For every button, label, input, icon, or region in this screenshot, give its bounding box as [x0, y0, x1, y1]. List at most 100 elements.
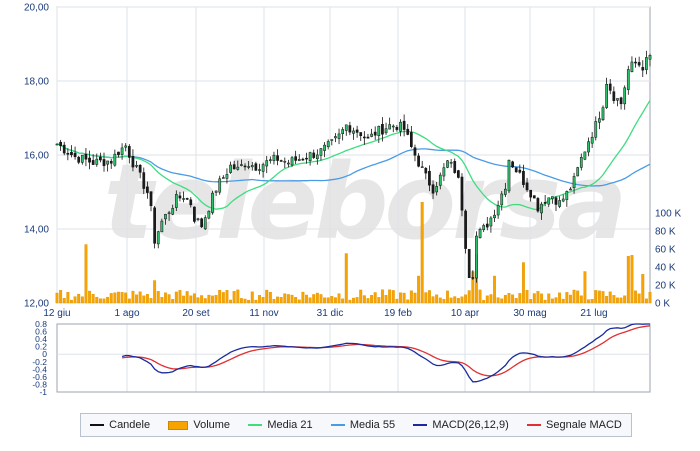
- candle-body: [294, 156, 297, 161]
- candle-body: [634, 61, 637, 64]
- volume-bar: [189, 295, 193, 304]
- volume-bar: [239, 298, 243, 304]
- candle-body: [598, 118, 601, 123]
- candle-body: [174, 194, 178, 208]
- volume-bar: [373, 292, 377, 304]
- volume-bar: [95, 296, 99, 304]
- legend-item: Media 21: [248, 419, 313, 431]
- macd-tick-label: -0.4: [32, 364, 47, 374]
- candle-body: [648, 55, 652, 60]
- volume-bar: [308, 297, 312, 304]
- candle-body: [594, 121, 598, 138]
- candle-body: [619, 97, 623, 105]
- volume-bar: [572, 289, 576, 304]
- candle-body: [70, 151, 73, 156]
- candle-body: [283, 160, 287, 163]
- candle-body: [572, 176, 576, 188]
- volume-bar: [279, 297, 283, 304]
- x-tick-label: 21 lug: [580, 308, 607, 319]
- volume-bar: [377, 297, 381, 304]
- volume-bar: [431, 296, 435, 304]
- candle-body: [88, 157, 91, 163]
- candle-body: [218, 178, 222, 193]
- candle-body: [438, 174, 442, 186]
- candle-body: [214, 190, 218, 193]
- candle-body: [453, 161, 457, 173]
- volume-bar: [211, 295, 214, 304]
- volume-bar: [319, 294, 323, 304]
- volume-bar: [558, 292, 562, 304]
- legend-swatch: [330, 424, 345, 426]
- candle-body: [55, 143, 59, 146]
- legend-swatch: [527, 424, 542, 426]
- candle-body: [207, 210, 211, 219]
- candle-body: [366, 136, 370, 139]
- volume-bar: [84, 244, 88, 304]
- volume-bar: [333, 297, 337, 304]
- volume-bar: [182, 295, 186, 304]
- candle-body: [507, 159, 511, 192]
- x-tick-label: 10 apr: [451, 308, 480, 319]
- candle-body: [504, 188, 507, 195]
- candle-body: [156, 231, 160, 245]
- legend-label: Segnale MACD: [546, 419, 622, 431]
- volume-bar: [536, 291, 540, 304]
- volume-bar: [178, 290, 182, 304]
- candle-body: [579, 157, 583, 168]
- volume-bar: [323, 297, 327, 304]
- candle-body: [359, 132, 363, 137]
- candle-body: [626, 69, 630, 90]
- macd-tick-label: 0: [42, 349, 47, 359]
- candle-body: [196, 218, 200, 221]
- volume-bar: [388, 289, 392, 304]
- candle-body: [381, 123, 384, 135]
- volume-bar: [518, 293, 522, 304]
- volume-bar: [446, 290, 449, 304]
- candle-body: [315, 154, 319, 160]
- volume-bar: [120, 292, 124, 304]
- candle-body: [399, 121, 402, 132]
- volume-bar: [406, 299, 410, 304]
- volume-bar: [507, 293, 511, 304]
- volume-bar: [420, 202, 424, 304]
- volume-bar: [569, 294, 572, 304]
- candle-body: [413, 147, 417, 156]
- volume-bar: [149, 298, 153, 304]
- volume-bar: [124, 292, 128, 304]
- volume-bar: [135, 294, 138, 304]
- volume-bar: [554, 297, 558, 304]
- candle-body: [171, 208, 175, 215]
- volume-bar: [543, 299, 547, 304]
- volume-bar: [294, 297, 298, 304]
- legend-swatch: [168, 420, 189, 430]
- candle-body: [91, 160, 95, 165]
- candle-body: [543, 202, 547, 204]
- volume-bar: [594, 290, 598, 304]
- legend-label: Candele: [109, 419, 151, 431]
- volume-bar: [218, 289, 222, 304]
- candle-body: [193, 206, 196, 222]
- volume-bar: [243, 298, 247, 304]
- candle-body: [471, 277, 475, 279]
- candle-body: [127, 146, 131, 158]
- candle-body: [221, 177, 225, 179]
- candle-body: [561, 198, 565, 202]
- candle-body: [258, 169, 261, 171]
- volume-bar: [493, 275, 496, 304]
- volume-bar: [196, 297, 200, 304]
- volume-bar: [337, 293, 341, 304]
- volume-bar: [464, 294, 468, 304]
- volume-bar: [449, 297, 453, 304]
- candle-body: [62, 144, 66, 154]
- candle-body: [558, 200, 561, 207]
- candle-body: [540, 203, 543, 214]
- candle-body: [80, 154, 84, 163]
- volume-bar: [232, 291, 236, 304]
- legend-swatch: [90, 424, 105, 426]
- candle-body: [117, 151, 120, 156]
- candle-body: [464, 210, 467, 249]
- candle-body: [377, 125, 381, 136]
- volume-bar: [261, 296, 265, 304]
- volume-tick-label: 20 K: [655, 281, 676, 292]
- candle-body: [616, 98, 619, 101]
